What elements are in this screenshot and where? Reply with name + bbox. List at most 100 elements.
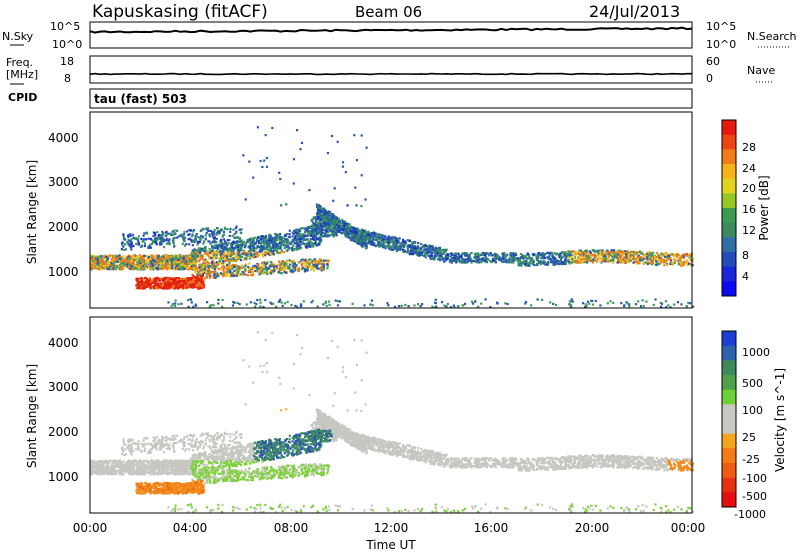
power-cell [183, 264, 186, 267]
power-cell [461, 258, 464, 261]
power-cell [124, 260, 127, 263]
power-cell [493, 259, 496, 262]
power-cell [327, 211, 330, 214]
power-cell [335, 223, 338, 226]
power-cell [233, 247, 236, 250]
power-cell [493, 253, 496, 256]
power-cell [282, 267, 285, 270]
power-cell [116, 258, 119, 261]
power-cell [495, 255, 498, 258]
power-cell [269, 265, 272, 268]
power-cell [430, 248, 433, 251]
power-cell [176, 284, 179, 287]
power-cell [501, 253, 504, 256]
power-cell [281, 251, 284, 254]
power-cell [101, 267, 104, 270]
power-cell [279, 267, 282, 270]
power-cell [341, 218, 344, 221]
power-cell [356, 235, 359, 238]
power-cell [265, 269, 269, 272]
power-cell [455, 255, 458, 258]
power-cell [192, 278, 195, 281]
power-cell [408, 252, 412, 256]
power-cell [208, 264, 211, 267]
power-cell [129, 267, 132, 271]
power-cell [213, 246, 216, 250]
power-cell [634, 258, 637, 261]
power-cell [194, 260, 197, 263]
power-cell [319, 210, 323, 213]
power-cell [449, 252, 453, 255]
power-cell [98, 255, 101, 258]
power-cell [246, 251, 250, 254]
power-cell [171, 265, 174, 268]
power-cell [387, 236, 390, 240]
power-cell [304, 259, 307, 262]
power-cell [125, 257, 129, 260]
nsearch-label: N.Search [747, 30, 797, 43]
power-cell [175, 255, 178, 258]
power-cell [279, 246, 282, 249]
power-cell [97, 263, 100, 267]
power-cell [195, 233, 198, 236]
power-cell [420, 246, 423, 249]
power-cell [306, 269, 309, 272]
power-cell [176, 282, 179, 286]
power-cell [607, 255, 611, 258]
power-cell [385, 240, 388, 243]
power-cell [236, 251, 239, 254]
power-cell [273, 237, 276, 241]
power-cell [181, 260, 184, 263]
power-cell [202, 281, 205, 284]
power-cell [90, 261, 93, 264]
power-cell [154, 254, 157, 257]
power-cell [187, 268, 190, 271]
power-cell [98, 259, 102, 262]
power-cell [246, 240, 249, 244]
power-cell [159, 237, 163, 240]
power-cell [204, 266, 207, 269]
power-cell [212, 253, 215, 256]
power-cell [503, 254, 506, 257]
power-cell [191, 253, 194, 256]
power-cell [224, 247, 227, 250]
power-cell [151, 255, 155, 258]
power-cell [169, 277, 172, 280]
power-cell [176, 258, 179, 261]
power-cell [148, 263, 151, 267]
power-cell [399, 243, 403, 246]
power-cell [424, 244, 427, 247]
nsearch-tick-low: 10^0 [706, 38, 736, 51]
power-cell [205, 263, 208, 267]
power-cell [177, 285, 180, 288]
power-cell [580, 250, 583, 253]
power-cell [172, 239, 175, 242]
power-cell [457, 252, 460, 255]
power-cell [309, 225, 312, 229]
cpid-value: tau (fast) 503 [94, 92, 187, 106]
power-cell [472, 259, 475, 263]
power-cell [276, 251, 279, 254]
power-cell [232, 259, 235, 262]
power-cell [283, 269, 286, 272]
power-cell [481, 253, 484, 256]
power-cell [268, 239, 271, 242]
power-cell [124, 265, 127, 268]
power-cell [360, 243, 363, 246]
power-cell [200, 234, 203, 238]
power-cell [275, 247, 278, 251]
power-cell [194, 240, 197, 243]
power-cell [346, 231, 349, 234]
power-cell [323, 216, 326, 219]
power-cell [150, 262, 153, 265]
power-cell [152, 264, 155, 267]
power-cell [246, 238, 249, 241]
power-cell [303, 238, 306, 242]
power-cell [231, 243, 234, 246]
power-cell [190, 251, 193, 255]
power-cell [372, 241, 375, 244]
power-cell [412, 247, 415, 250]
power-cell [167, 242, 170, 245]
power-cell [323, 221, 326, 224]
power-cell [237, 265, 240, 268]
